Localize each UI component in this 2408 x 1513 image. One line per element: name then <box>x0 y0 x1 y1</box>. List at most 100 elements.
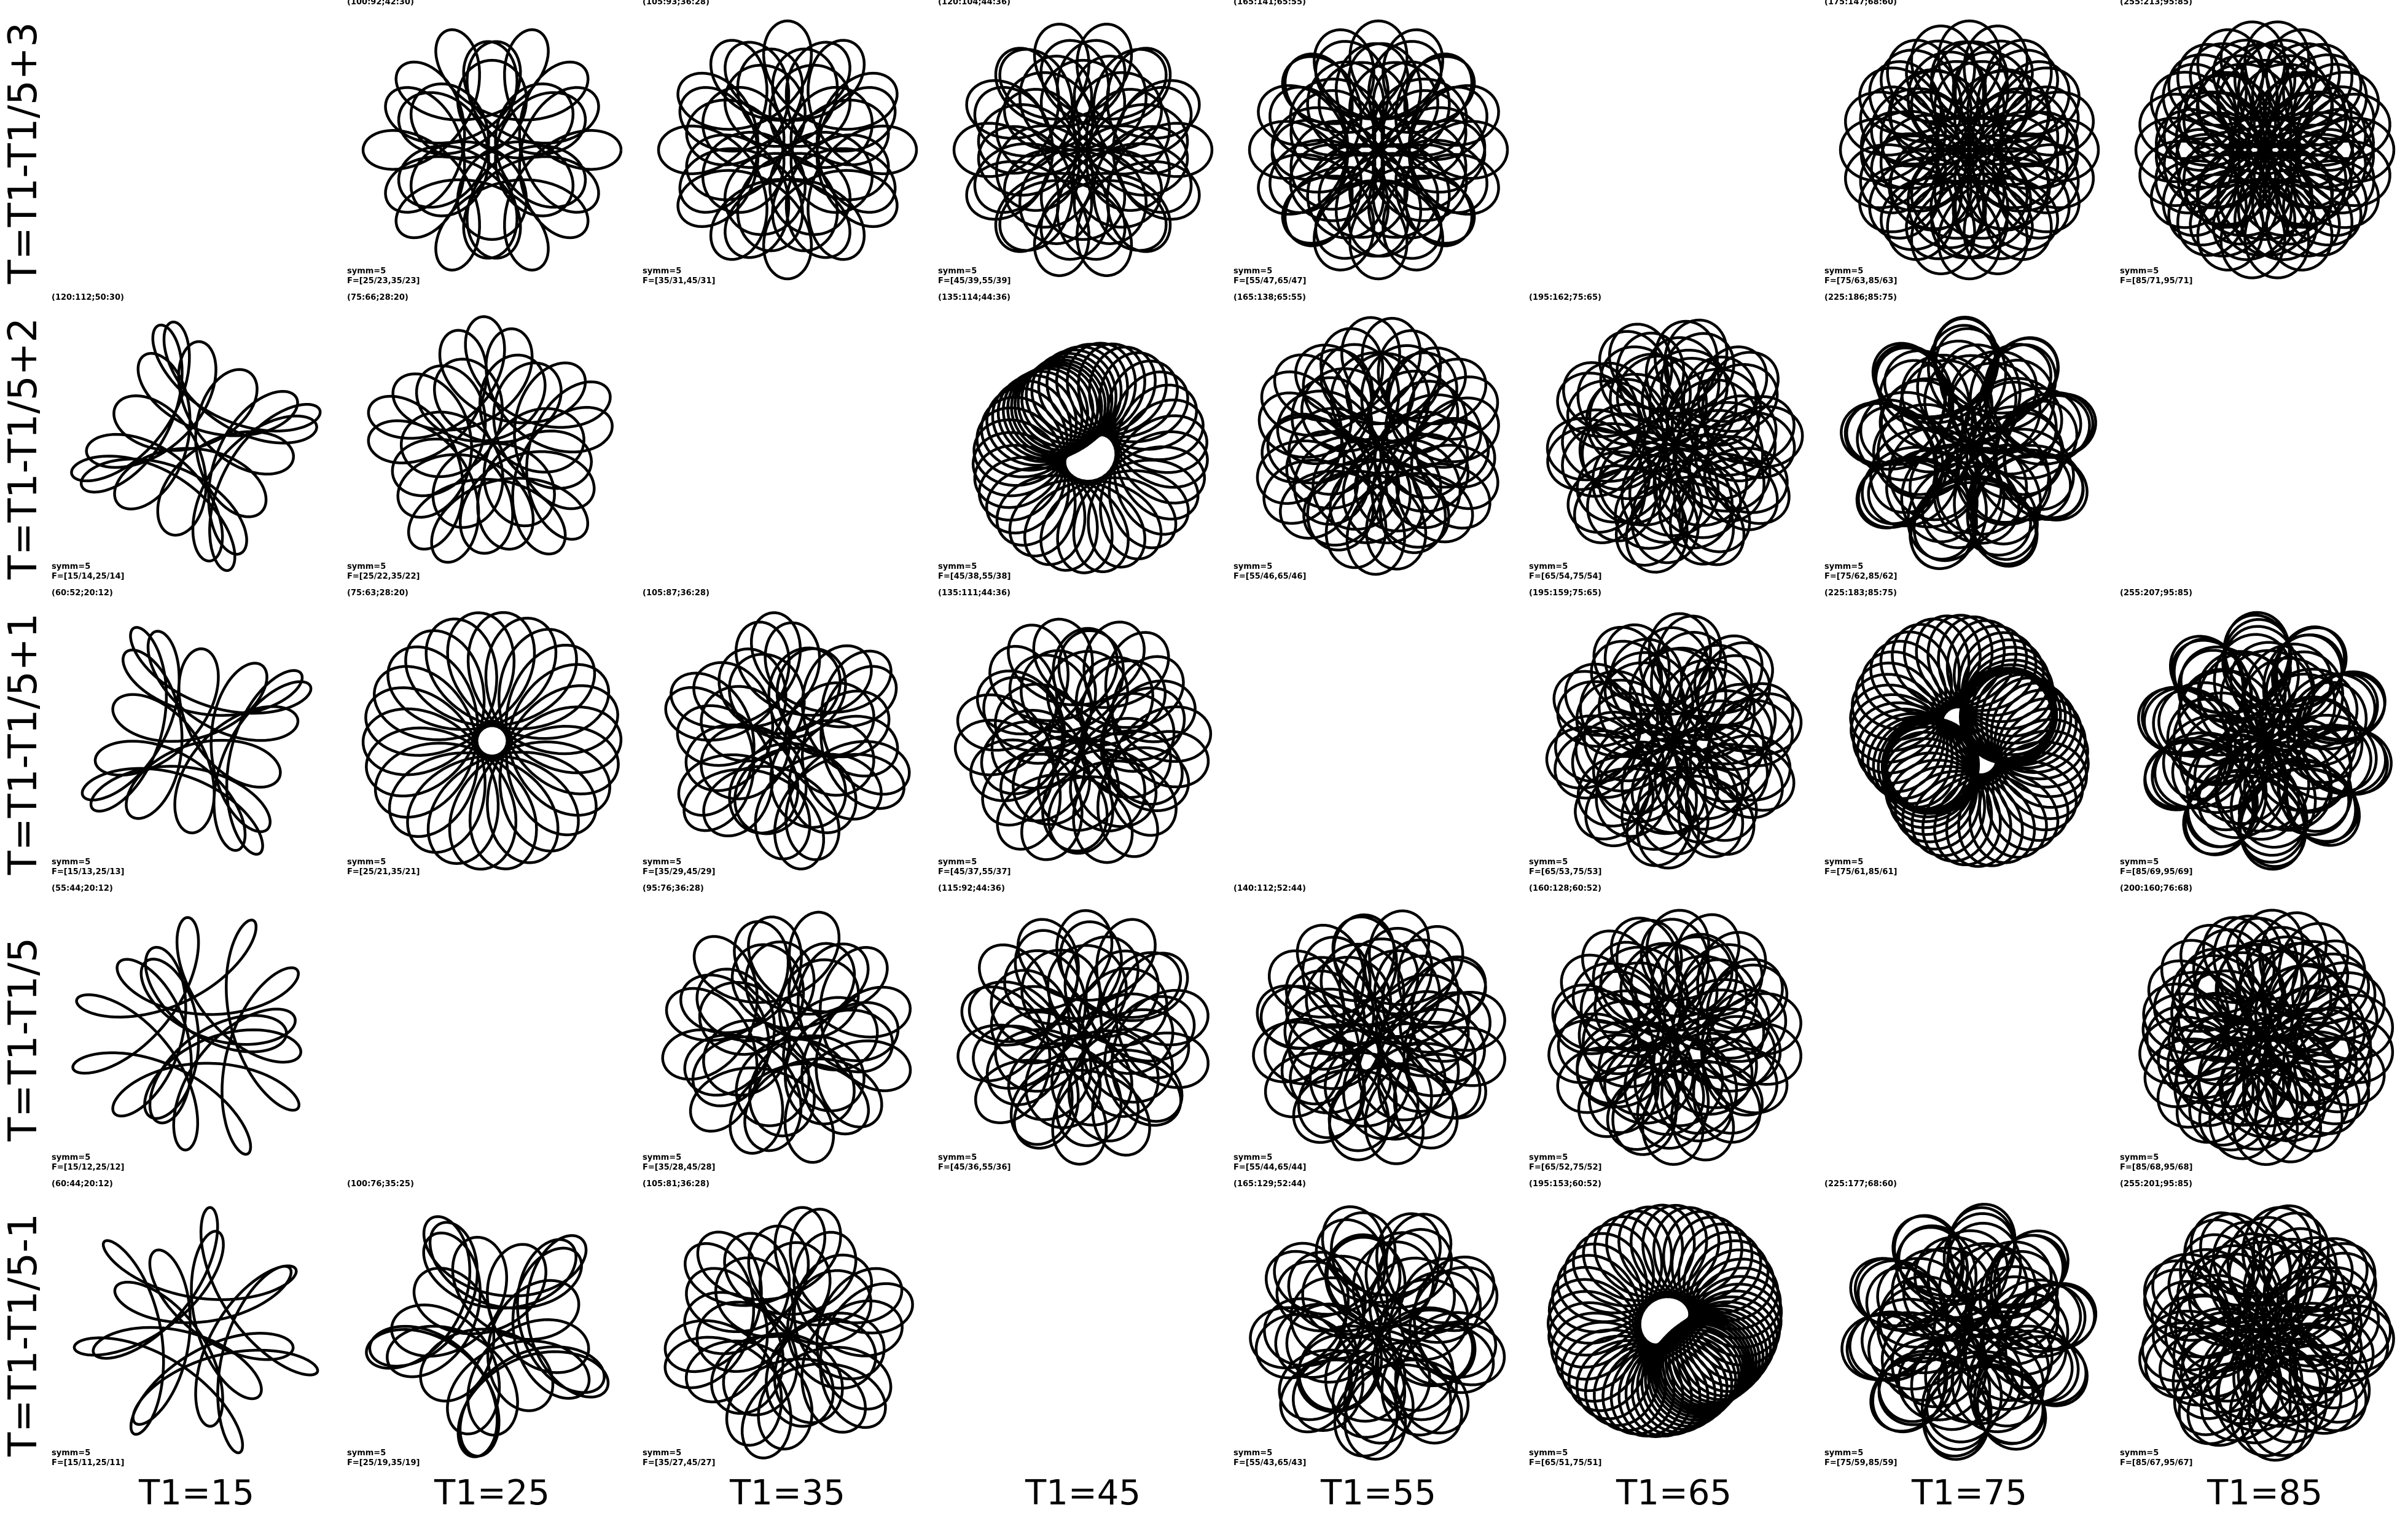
rosette-curve <box>1547 909 1802 1166</box>
cell-frequency-label: F=[45/37,55/37] <box>938 867 1011 877</box>
rosette-path <box>1256 316 1500 576</box>
cell-frequency-label: F=[55/44,65/44] <box>1233 1163 1307 1172</box>
cell-params-label: (105:81;36:28) <box>643 1179 710 1189</box>
cell-params-label: (75:63;28:20) <box>347 588 408 598</box>
rosette-path <box>71 916 302 1156</box>
cell-symmetry-label: symm=5 <box>938 267 977 276</box>
figure-cell: (95:76;36:28) symm=5 F=[35/28,45/28] <box>640 884 935 1185</box>
cell-symmetry-label: symm=5 <box>1233 1153 1273 1162</box>
column-label-t1-15: T1=15 <box>138 1473 254 1513</box>
rosette-path <box>663 1206 914 1460</box>
rosette-curve <box>952 23 1214 277</box>
figure-cell: (75:63;28:20) symm=5 F=[25/21,35/21] <box>345 588 639 889</box>
rosette-curve <box>1546 318 1804 574</box>
cell-frequency-label: F=[75/61,85/61] <box>1824 867 1898 877</box>
column-label-t1-65: T1=65 <box>1616 1473 1732 1513</box>
rosette-curve <box>1840 1203 2098 1461</box>
rosette-path <box>361 28 623 272</box>
cell-params-label: (100:76;35:25) <box>347 1179 414 1189</box>
cell-frequency-label: F=[75/63,85/63] <box>1824 276 1898 286</box>
cell-frequency-label: F=[15/12,25/12] <box>52 1163 125 1172</box>
rosette-path <box>1849 614 2090 868</box>
cell-symmetry-label: symm=5 <box>52 1153 91 1162</box>
figure-cell: (120:104;44:36) symm=5 F=[45/39,55/39] <box>936 0 1230 299</box>
rosette-path <box>1252 909 1506 1165</box>
figure-cell: (255:201;95:85) symm=5 F=[85/67,95/67] <box>2117 1179 2408 1480</box>
cell-params-label: (225:186;85:75) <box>1824 293 1897 302</box>
cell-symmetry-label: symm=5 <box>2120 1153 2159 1162</box>
cell-symmetry-label: symm=5 <box>1233 562 1273 571</box>
rosette-curve <box>1248 19 1509 281</box>
rosette-curve <box>953 617 1213 864</box>
cell-symmetry-label: symm=5 <box>643 858 682 867</box>
cell-frequency-label: F=[85/67,95/67] <box>2120 1458 2193 1468</box>
rosette-curve <box>80 626 313 856</box>
cell-symmetry-label: symm=5 <box>1233 267 1273 276</box>
rosette-curve <box>2134 20 2396 280</box>
column-label-t1-55: T1=55 <box>1320 1473 1436 1513</box>
cell-frequency-label: F=[35/27,45/27] <box>643 1458 716 1468</box>
cell-params-label: (165:129;52:44) <box>1233 1179 1306 1189</box>
rosette-curve <box>663 1206 914 1460</box>
cell-symmetry-label: symm=5 <box>52 1448 91 1458</box>
rosette-curve <box>2138 909 2394 1166</box>
cell-frequency-label: F=[75/59,85/59] <box>1824 1458 1898 1468</box>
cell-params-label: (195:159;75:65) <box>1529 588 1601 598</box>
rosette-curve <box>1840 315 2097 570</box>
cell-frequency-label: F=[25/22,35/22] <box>347 572 420 581</box>
rosette-curve <box>2137 611 2393 871</box>
figure-cell: (55:44;20:12) symm=5 F=[15/12,25/12] <box>49 884 344 1185</box>
rosette-curve <box>1839 19 2100 281</box>
cell-params-label: (120:112;50:30) <box>52 293 124 302</box>
rosette-curve <box>1256 316 1500 576</box>
figure-cell: (175:147;68:60) symm=5 F=[75/63,85/63] <box>1822 0 2117 299</box>
cell-params-label: (100:92;42:30) <box>347 0 414 7</box>
rosette-path <box>2137 611 2393 871</box>
row-label-t-t1-t1-5-3: T=T1-T1/5+3 <box>1 22 46 284</box>
rosette-path <box>1839 19 2100 281</box>
rosette-curve <box>365 1215 610 1458</box>
cell-symmetry-label: symm=5 <box>1529 1153 1568 1162</box>
cell-frequency-label: F=[85/69,95/69] <box>2120 867 2193 877</box>
rosette-curve <box>664 611 911 870</box>
column-label-t1-45: T1=45 <box>1025 1473 1141 1513</box>
cell-params-label: (105:93;36:28) <box>643 0 710 7</box>
cell-frequency-label: F=[85/71,95/71] <box>2120 276 2193 286</box>
rosette-path <box>1545 612 1803 870</box>
column-label-t1-35: T1=35 <box>729 1473 845 1513</box>
rosette-curve <box>956 909 1210 1166</box>
cell-symmetry-label: symm=5 <box>938 1153 977 1162</box>
cell-symmetry-label: symm=5 <box>1529 1448 1568 1458</box>
rosette-path <box>1840 315 2097 570</box>
cell-params-label: (165:138;65:55) <box>1233 293 1306 302</box>
column-label-t1-25: T1=25 <box>434 1473 550 1513</box>
rosette-path <box>661 910 912 1164</box>
rosette-path <box>952 23 1214 277</box>
figure-cell: (165:129;52:44) symm=5 F=[55/43,65/43] <box>1231 1179 1526 1480</box>
figure-cell: (105:81;36:28) symm=5 F=[35/27,45/27] <box>640 1179 935 1480</box>
cell-symmetry-label: symm=5 <box>643 1153 682 1162</box>
figure-cell: (120:112;50:30) symm=5 F=[15/14,25/14] <box>49 293 344 594</box>
rosette-path <box>956 909 1210 1166</box>
cell-params-label: (95:76;36:28) <box>643 884 704 893</box>
rosette-path <box>2138 909 2394 1166</box>
cell-frequency-label: F=[85/68,95/68] <box>2120 1163 2193 1172</box>
cell-frequency-label: F=[15/14,25/14] <box>52 572 125 581</box>
rosette-path <box>2138 1204 2395 1462</box>
rosette-path <box>365 1215 610 1458</box>
cell-symmetry-label: symm=5 <box>938 858 977 867</box>
cell-params-label: (120:104;44:36) <box>938 0 1011 7</box>
cell-params-label: (115:92;44:36) <box>938 884 1005 893</box>
rosette-curve <box>1849 614 2090 868</box>
figure-cell: (60:44;20:12) symm=5 F=[15/11,25/11] <box>49 1179 344 1480</box>
column-label-t1-75: T1=75 <box>1911 1473 2027 1513</box>
cell-params-label: (135:114;44:36) <box>938 293 1011 302</box>
cell-params-label: (165:141;65:55) <box>1233 0 1306 7</box>
rosette-path <box>1840 1203 2098 1461</box>
cell-frequency-label: F=[65/51,75/51] <box>1529 1458 1602 1468</box>
cell-symmetry-label: symm=5 <box>2120 858 2159 867</box>
cell-frequency-label: F=[55/47,65/47] <box>1233 276 1307 286</box>
figure-cell: (140:112;52:44) symm=5 F=[55/44,65/44] <box>1231 884 1526 1185</box>
cell-frequency-label: F=[45/36,55/36] <box>938 1163 1011 1172</box>
cell-params-label: (195:153;60:52) <box>1529 1179 1601 1189</box>
